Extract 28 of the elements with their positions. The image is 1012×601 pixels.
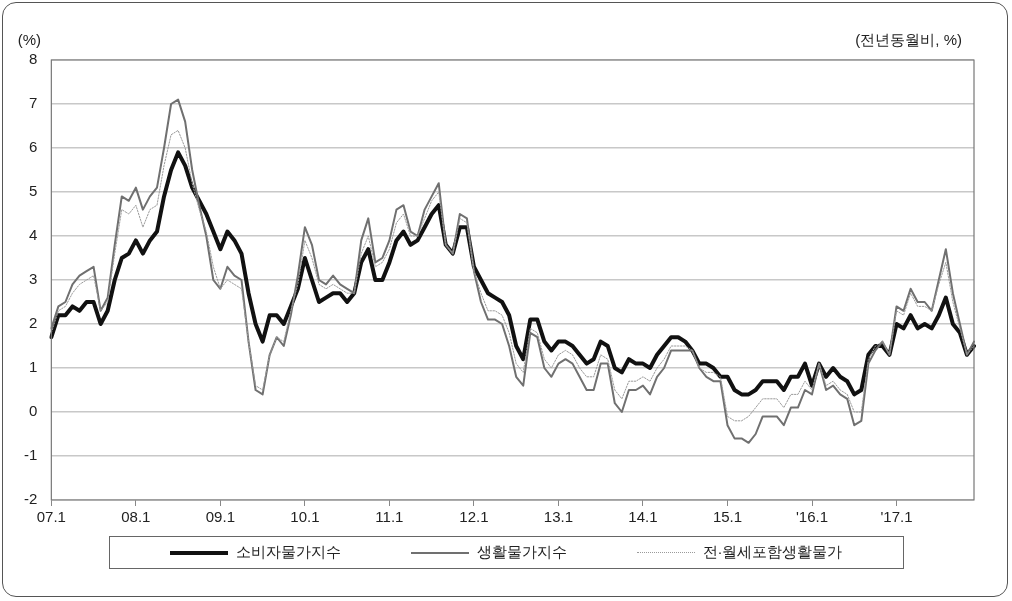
y-tick-label: -1 xyxy=(23,446,38,464)
y-tick-label: 3 xyxy=(28,270,38,288)
y-tick-label: 8 xyxy=(28,50,38,68)
legend-label: 소비자물가지수 xyxy=(235,543,341,562)
x-tick-label: '16.1 xyxy=(795,508,829,526)
y-tick-label: 0 xyxy=(28,402,38,420)
line-series xyxy=(50,129,975,422)
y-axis-title: (%) xyxy=(17,30,42,48)
y-tick-label: -2 xyxy=(23,490,38,508)
y-tick-label: 1 xyxy=(28,358,38,376)
x-tick-label: 10.1 xyxy=(290,508,320,526)
legend-label: 생활물가지수 xyxy=(476,543,567,562)
x-tick-label: 09.1 xyxy=(205,508,235,526)
y-tick-label: 5 xyxy=(28,182,38,200)
x-tick-label: 11.1 xyxy=(375,508,404,526)
text: (전년동월비, %) xyxy=(855,30,962,48)
x-tick-label: 07.1 xyxy=(36,508,66,526)
y-tick-label: 7 xyxy=(28,94,38,112)
x-tick-label: 08.1 xyxy=(121,508,151,526)
x-tick-label: 14.1 xyxy=(628,508,658,526)
x-tick-label: '17.1 xyxy=(880,508,913,526)
x-tick-label: 12.1 xyxy=(459,508,489,526)
legend-label: 전·월세포함생활물가 xyxy=(702,543,843,562)
x-tick-label: 13.1 xyxy=(543,508,574,526)
y-tick-label: 4 xyxy=(28,226,38,244)
x-tick-label: 15.1 xyxy=(712,508,743,526)
y-tick-label: 6 xyxy=(28,138,38,156)
y-tick-label: 2 xyxy=(28,314,38,332)
